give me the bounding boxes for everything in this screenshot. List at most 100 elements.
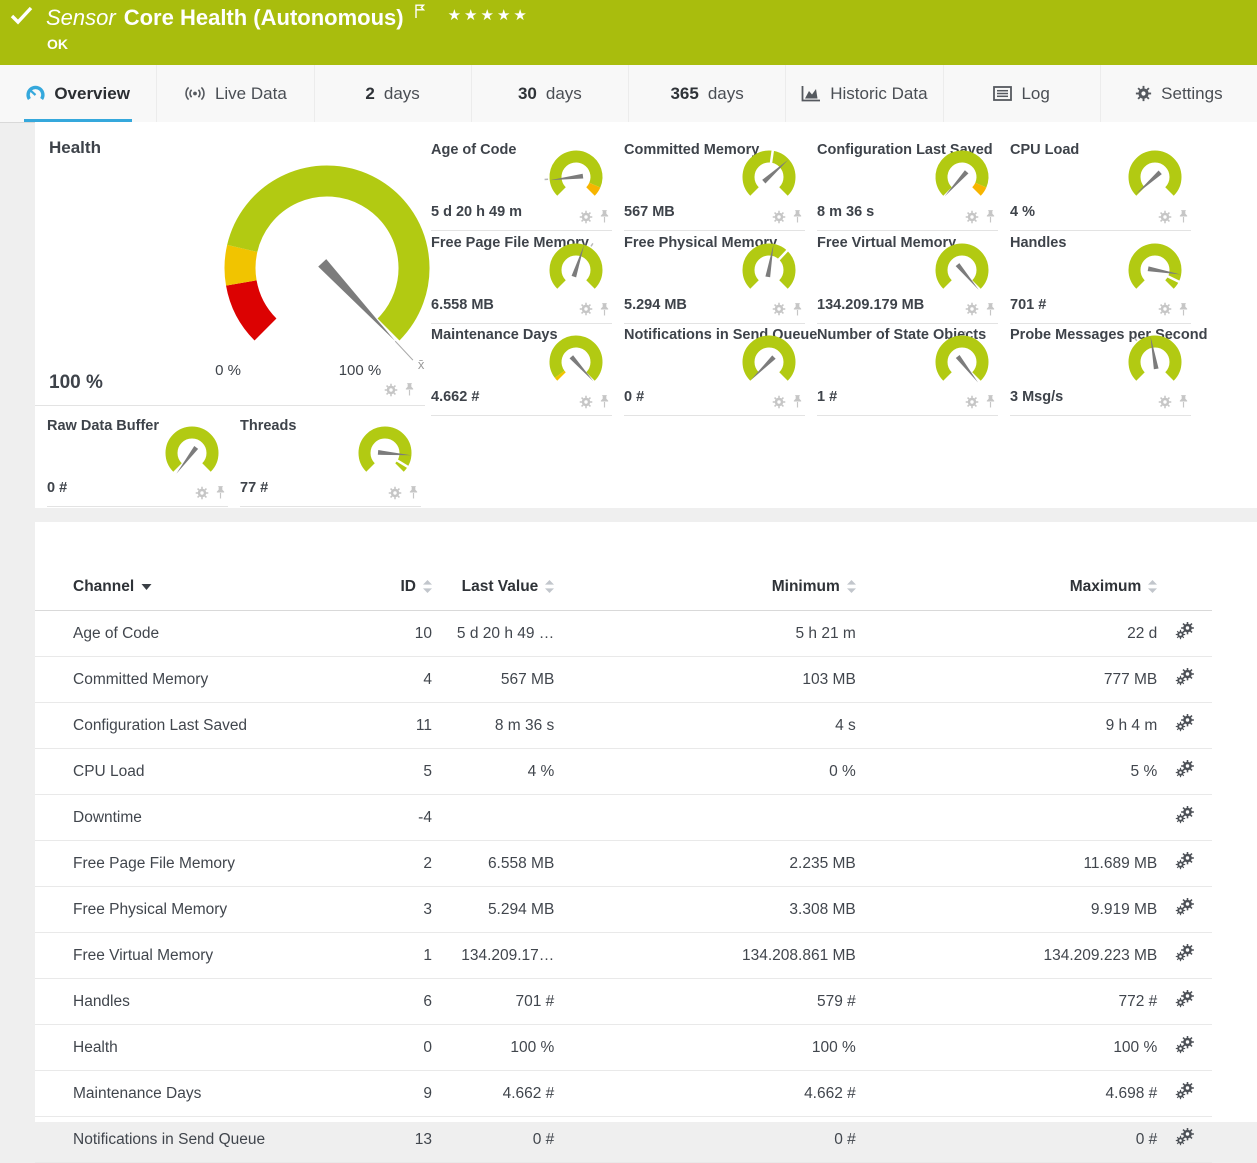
channel-last-value: 5.294 MB xyxy=(432,887,554,933)
channel-name[interactable]: Notifications in Send Queue xyxy=(35,1117,366,1163)
channel-settings-gears-icon[interactable] xyxy=(1175,668,1195,686)
priority-stars[interactable]: ★★★★★ xyxy=(448,6,530,24)
gauge-settings-gear-icon[interactable] xyxy=(965,395,979,409)
gauge-pin-icon[interactable] xyxy=(792,302,803,317)
gauge-pin-icon[interactable] xyxy=(404,382,415,397)
tab-live-data[interactable]: Live Data xyxy=(156,65,313,122)
channel-settings-gears-icon[interactable] xyxy=(1175,944,1195,962)
channel-id: 5 xyxy=(366,749,432,795)
gauge-pin-icon[interactable] xyxy=(215,485,226,500)
sensor-header: Sensor Core Health (Autonomous) ★★★★★ OK xyxy=(0,0,1257,65)
gauge-pin-icon[interactable] xyxy=(599,302,610,317)
gauge-settings-gear-icon[interactable] xyxy=(579,210,593,224)
channel-maximum: 9.919 MB xyxy=(856,887,1157,933)
gauge-pin-icon[interactable] xyxy=(985,394,996,409)
channel-name[interactable]: Free Virtual Memory xyxy=(35,933,366,979)
gauge-settings-gear-icon[interactable] xyxy=(772,395,786,409)
gauge-value: 77 # xyxy=(240,480,268,496)
gauge-pin-icon[interactable] xyxy=(1178,209,1189,224)
channel-settings-gears-icon[interactable] xyxy=(1175,990,1195,1008)
channel-name[interactable]: Configuration Last Saved xyxy=(35,703,366,749)
tab-settings[interactable]: Settings xyxy=(1100,65,1257,122)
flag-icon[interactable] xyxy=(414,3,426,24)
gauge-pin-icon[interactable] xyxy=(1178,394,1189,409)
channel-minimum: 3.308 MB xyxy=(554,887,855,933)
gauge-pin-icon[interactable] xyxy=(599,209,610,224)
gauge-settings-gear-icon[interactable] xyxy=(384,383,398,397)
channel-name[interactable]: Maintenance Days xyxy=(35,1071,366,1117)
channel-last-value: 8 m 36 s xyxy=(432,703,554,749)
channel-maximum xyxy=(856,795,1157,841)
gauge-pin-icon[interactable] xyxy=(1178,302,1189,317)
gauge-settings-gear-icon[interactable] xyxy=(195,486,209,500)
channel-minimum xyxy=(554,795,855,841)
gauge-pin-icon[interactable] xyxy=(599,394,610,409)
gauge-settings-gear-icon[interactable] xyxy=(772,210,786,224)
channel-id: 0 xyxy=(366,1025,432,1071)
channel-maximum: 100 % xyxy=(856,1025,1157,1071)
channel-name[interactable]: Age of Code xyxy=(35,611,366,657)
channel-settings-gears-icon[interactable] xyxy=(1175,622,1195,640)
channel-last-value: 4 % xyxy=(432,749,554,795)
channel-settings-gears-icon[interactable] xyxy=(1175,714,1195,732)
gauge-value: 1 # xyxy=(817,389,837,405)
gauge-settings-gear-icon[interactable] xyxy=(579,302,593,316)
channel-settings-gears-icon[interactable] xyxy=(1175,1128,1195,1146)
gauge-maintenance-days xyxy=(543,331,609,396)
gauge-settings-gear-icon[interactable] xyxy=(388,486,402,500)
channel-name[interactable]: Free Physical Memory xyxy=(35,887,366,933)
channel-settings-gears-icon[interactable] xyxy=(1175,898,1195,916)
gauge-settings-gear-icon[interactable] xyxy=(1158,302,1172,316)
channel-settings-gears-icon[interactable] xyxy=(1175,1082,1195,1100)
channel-minimum: 0 # xyxy=(554,1117,855,1163)
channel-minimum: 0 % xyxy=(554,749,855,795)
channel-name[interactable]: Committed Memory xyxy=(35,657,366,703)
column-header-channel[interactable]: Channel xyxy=(35,522,366,611)
channel-name[interactable]: Downtime xyxy=(35,795,366,841)
gauge-pin-icon[interactable] xyxy=(792,394,803,409)
gauge-settings-gear-icon[interactable] xyxy=(579,395,593,409)
column-header-min[interactable]: Minimum xyxy=(554,522,855,611)
channel-name[interactable]: CPU Load xyxy=(35,749,366,795)
channel-name[interactable]: Free Page File Memory xyxy=(35,841,366,887)
tab-overview[interactable]: Overview xyxy=(0,65,156,122)
channel-name[interactable]: Handles xyxy=(35,979,366,1025)
log-icon xyxy=(993,86,1012,101)
channel-settings-gears-icon[interactable] xyxy=(1175,852,1195,870)
channel-settings-gears-icon[interactable] xyxy=(1175,806,1195,824)
channel-last-value: 6.558 MB xyxy=(432,841,554,887)
gauge-pin-icon[interactable] xyxy=(985,209,996,224)
channel-name[interactable]: Health xyxy=(35,1025,366,1071)
gauge-pin-icon[interactable] xyxy=(985,302,996,317)
channel-settings-gears-icon[interactable] xyxy=(1175,1036,1195,1054)
column-header-max[interactable]: Maximum xyxy=(856,522,1157,611)
column-header-last[interactable]: Last Value xyxy=(432,522,554,611)
tab-historic-data[interactable]: Historic Data xyxy=(785,65,942,122)
gauge-value: 5 d 20 h 49 m xyxy=(431,204,522,220)
column-header-id[interactable]: ID xyxy=(366,522,432,611)
gauge-pin-icon[interactable] xyxy=(408,485,419,500)
gauge-settings-gear-icon[interactable] xyxy=(1158,210,1172,224)
gauge-pin-icon[interactable] xyxy=(792,209,803,224)
channel-id: -4 xyxy=(366,795,432,841)
tab-log[interactable]: Log xyxy=(943,65,1100,122)
gauge-settings-gear-icon[interactable] xyxy=(965,210,979,224)
channel-settings-gears-icon[interactable] xyxy=(1175,760,1195,778)
gauge-settings-gear-icon[interactable] xyxy=(1158,395,1172,409)
health-gauge-value: 100 % xyxy=(49,372,103,394)
gauge-value: 0 # xyxy=(47,480,67,496)
gauge-settings-gear-icon[interactable] xyxy=(965,302,979,316)
gauge-settings-gear-icon[interactable] xyxy=(772,302,786,316)
